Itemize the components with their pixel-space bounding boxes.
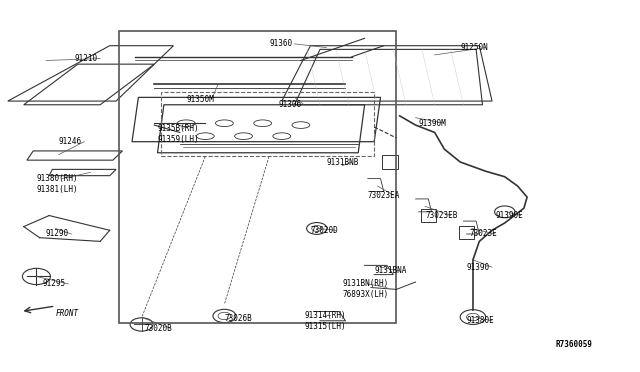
Text: 76893X(LH): 76893X(LH): [342, 291, 388, 299]
Text: 91381(LH): 91381(LH): [36, 185, 78, 194]
Bar: [459, 225, 474, 239]
Text: 73020B: 73020B: [145, 324, 173, 333]
Text: 91246: 91246: [59, 137, 82, 146]
Text: 91390E: 91390E: [495, 211, 523, 220]
Text: 91210: 91210: [75, 54, 98, 63]
Bar: [119, 31, 396, 323]
Text: 91295: 91295: [43, 279, 66, 288]
Text: R7360059: R7360059: [556, 340, 593, 349]
Text: FRONT: FRONT: [56, 309, 79, 318]
Text: 9131BN(RH): 9131BN(RH): [342, 279, 388, 288]
Text: 91390: 91390: [467, 263, 490, 272]
Text: 73026B: 73026B: [225, 314, 252, 323]
Text: 9135B(RH): 9135B(RH): [157, 124, 199, 133]
Text: 91359(LH): 91359(LH): [157, 135, 199, 144]
Text: 9131BNB: 9131BNB: [326, 157, 359, 167]
Text: 91315(LH): 91315(LH): [304, 322, 346, 331]
Text: 91390M: 91390M: [419, 119, 447, 128]
Text: 91380E: 91380E: [467, 316, 494, 325]
Bar: [161, 92, 374, 157]
Bar: [420, 209, 436, 222]
Text: 91314(RH): 91314(RH): [304, 311, 346, 320]
Text: 91250N: 91250N: [460, 43, 488, 52]
Text: 73020D: 73020D: [310, 226, 338, 235]
Text: 73023EB: 73023EB: [425, 211, 458, 220]
Text: 73023E: 73023E: [470, 230, 497, 238]
Text: 9131BNA: 9131BNA: [374, 266, 406, 275]
Text: 73023EA: 73023EA: [368, 191, 400, 200]
Bar: [383, 155, 397, 169]
Text: 91360: 91360: [269, 39, 292, 48]
Text: 91306: 91306: [278, 100, 301, 109]
Text: 91350M: 91350M: [186, 95, 214, 104]
Text: 91290: 91290: [46, 230, 69, 238]
Text: 91380(RH): 91380(RH): [36, 174, 78, 183]
